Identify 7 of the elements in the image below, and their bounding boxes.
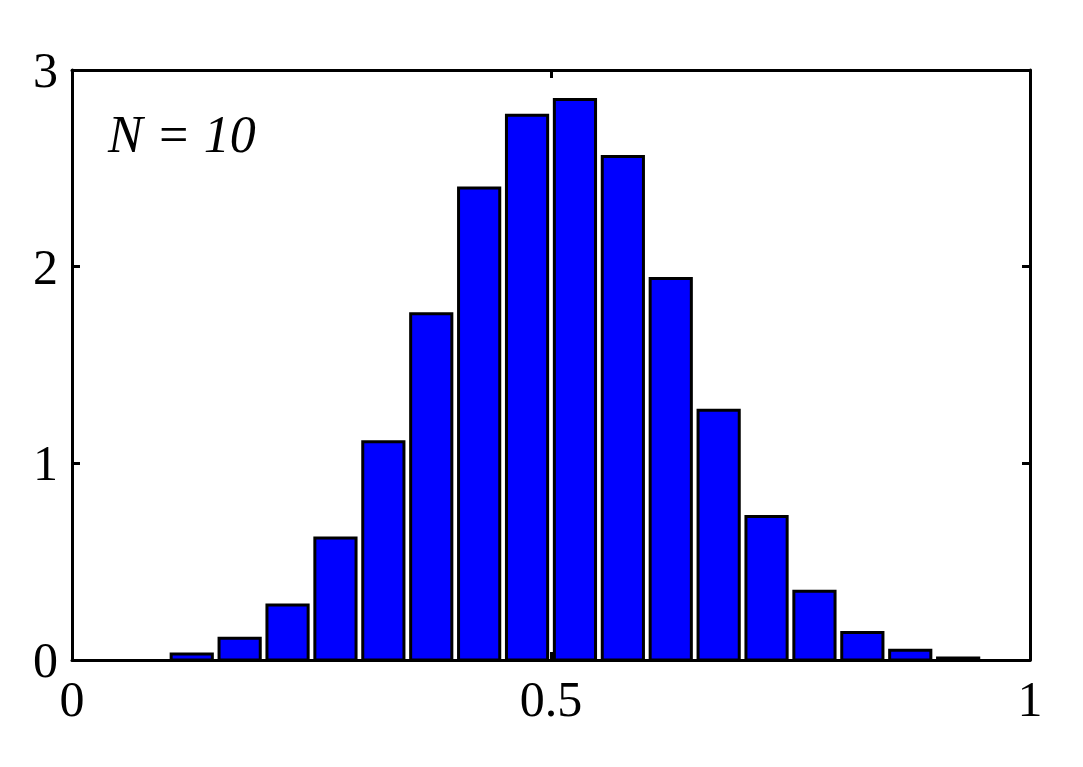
x-tick-label: 0.5 <box>519 671 583 727</box>
y-tick-label: 1 <box>33 435 58 492</box>
x-tick-label: 1 <box>1017 671 1043 727</box>
y-tick-label: 2 <box>33 238 58 295</box>
y-tick-label: 0 <box>33 632 58 688</box>
y-tick-label: 3 <box>33 42 58 98</box>
annotation: N = 10 <box>107 105 256 163</box>
